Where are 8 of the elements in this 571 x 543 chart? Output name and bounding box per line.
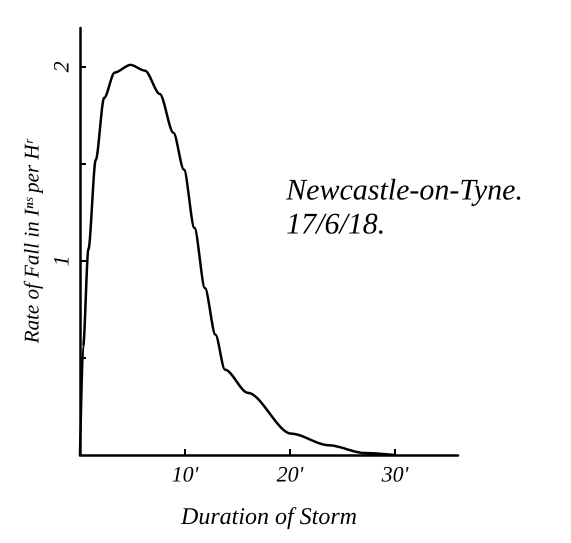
x-tick-label: 10'	[172, 462, 199, 486]
x-axis-title: Duration of Storm	[180, 504, 358, 530]
x-tick-label: 30'	[380, 462, 409, 486]
x-tick-label: 20'	[276, 462, 304, 486]
y-tick-label: 1	[48, 255, 74, 266]
y-axis-title: Rate of Fall in Iⁿˢ per Hʳ	[20, 138, 44, 344]
y-tick-label: 2	[48, 61, 74, 72]
annotation: Newcastle-on-Tyne. 17/6/18.	[285, 174, 524, 240]
